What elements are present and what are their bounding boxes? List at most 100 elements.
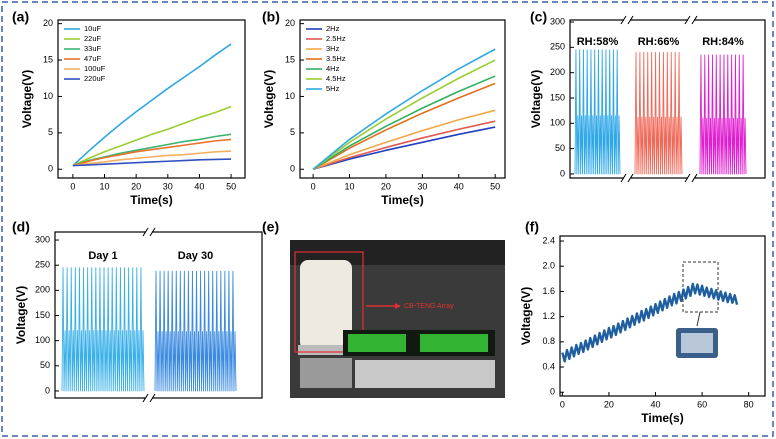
- series-line: [312, 75, 496, 170]
- inset: [676, 261, 719, 358]
- y-axis-title: Voltage(V): [529, 70, 543, 128]
- series-line: [312, 82, 496, 170]
- y-tick-label: 0: [550, 387, 555, 397]
- series-line: [634, 51, 683, 175]
- y-axis-title: Voltage(V): [262, 70, 276, 128]
- legend-label: 2Hz: [326, 24, 340, 33]
- series-line: [312, 120, 496, 171]
- y-tick-label: 200: [35, 285, 50, 295]
- y-tick-label: 10: [285, 91, 295, 101]
- panel-label: (b): [262, 9, 280, 25]
- y-tick-label: 1.6: [542, 286, 555, 296]
- series-line: [312, 59, 496, 170]
- panel-label: (d): [12, 219, 30, 235]
- x-tick-label: 30: [417, 181, 427, 191]
- axis-break: [627, 15, 634, 25]
- y-tick-label: 2.4: [542, 235, 555, 245]
- legend-label: 47uF: [84, 54, 102, 63]
- x-tick-label: 50: [490, 181, 500, 191]
- y-tick-label: 0: [560, 168, 565, 178]
- axis-break: [684, 15, 691, 25]
- x-tick-label: 60: [697, 399, 707, 409]
- series-line: [72, 150, 232, 167]
- x-tick-label: 20: [604, 399, 614, 409]
- y-tick-label: 0: [45, 385, 50, 395]
- legend-label: 220uF: [84, 74, 106, 83]
- y-tick-label: 0.8: [542, 336, 555, 346]
- x-tick-label: 30: [163, 181, 173, 191]
- legend-label: 3.5Hz: [326, 54, 346, 63]
- x-tick-label: 50: [226, 181, 236, 191]
- y-tick-label: 100: [550, 118, 565, 128]
- series-line: [61, 267, 145, 392]
- axis-break: [688, 18, 694, 22]
- y-tick-label: 50: [40, 360, 50, 370]
- group-label: RH:84%: [702, 36, 744, 48]
- y-tick-label: 50: [555, 143, 565, 153]
- axis-break: [691, 15, 698, 25]
- panel-label: (f): [525, 219, 539, 235]
- y-tick-label: 0.4: [542, 361, 555, 371]
- legend-label: 5Hz: [326, 84, 340, 93]
- axis-break: [684, 173, 691, 183]
- photo: CB-TENG Array: [290, 240, 505, 398]
- y-axis-title: Voltage(V): [14, 286, 28, 344]
- x-tick-label: 40: [454, 181, 464, 191]
- y-tick-label: 250: [35, 260, 50, 270]
- axis-break: [620, 173, 627, 183]
- y-tick-label: 2.0: [542, 261, 555, 271]
- axis-break: [691, 173, 698, 183]
- plot-frame: [57, 19, 246, 179]
- panel-label: (c): [530, 9, 547, 25]
- x-tick-label: 0: [311, 181, 316, 191]
- y-tick-label: 150: [35, 310, 50, 320]
- y-tick-label: 250: [550, 42, 565, 52]
- series-line: [72, 105, 232, 167]
- legend-label: 2.5Hz: [326, 34, 346, 43]
- y-tick-label: 5: [48, 127, 53, 137]
- y-tick-label: 0: [48, 164, 53, 174]
- panel-label: (a): [12, 9, 29, 25]
- y-tick-label: 150: [550, 92, 565, 102]
- series-line: [72, 138, 232, 167]
- panel-label: (e): [262, 219, 279, 235]
- group-label: Day 30: [178, 250, 213, 262]
- x-axis-title: Time(s): [641, 411, 683, 425]
- x-tick-label: 20: [381, 181, 391, 191]
- series-line: [574, 49, 621, 175]
- group-label: RH:66%: [638, 36, 680, 48]
- group-label: Day 1: [88, 250, 117, 262]
- y-axis-title: Voltage(V): [519, 287, 533, 345]
- y-tick-label: 10: [43, 91, 53, 101]
- plot-frame: [569, 19, 766, 179]
- y-tick-label: 15: [43, 54, 53, 64]
- legend-label: 4Hz: [326, 64, 340, 73]
- axis-break: [624, 18, 630, 22]
- x-tick-label: 20: [131, 181, 141, 191]
- series-line: [699, 54, 747, 175]
- y-tick-label: 200: [550, 67, 565, 77]
- y-tick-label: 0: [290, 164, 295, 174]
- series-line: [312, 48, 496, 170]
- x-tick-label: 10: [345, 181, 355, 191]
- legend-label: 100uF: [84, 64, 106, 73]
- series-line: [154, 270, 237, 392]
- axis-break: [149, 393, 156, 403]
- y-tick-label: 100: [35, 335, 50, 345]
- x-tick-label: 0: [70, 181, 75, 191]
- axis-break: [627, 173, 634, 183]
- y-tick-label: 5: [290, 127, 295, 137]
- group-label: RH:58%: [577, 36, 619, 48]
- x-tick-label: 10: [100, 181, 110, 191]
- x-axis-title: Time(s): [130, 193, 172, 207]
- series-line: [312, 126, 496, 171]
- axis-break: [620, 15, 627, 25]
- axis-break: [149, 227, 156, 237]
- legend-label: 10uF: [84, 24, 102, 33]
- axis-break: [142, 393, 149, 403]
- x-tick-label: 40: [651, 399, 661, 409]
- photo-annotation: CB-TENG Array: [404, 303, 454, 310]
- series-line: [561, 282, 739, 363]
